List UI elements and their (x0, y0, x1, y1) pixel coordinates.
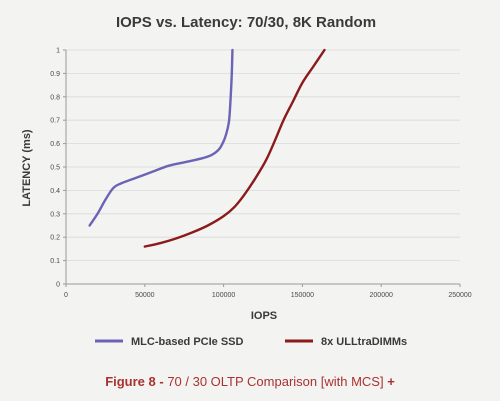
gridlines (66, 49, 460, 262)
x-tick-label: 250000 (448, 292, 471, 299)
y-tick-label: 0.7 (50, 118, 60, 125)
x-tick-label: 50000 (135, 292, 155, 299)
y-tick-label: 0.5 (50, 165, 60, 172)
y-tick-label: 0.9 (50, 71, 60, 78)
y-tick-label: 0.6 (50, 141, 60, 148)
chart-title: IOPS vs. Latency: 70/30, 8K Random (116, 14, 376, 31)
y-tick-label: 0.3 (50, 211, 60, 218)
series-line-1 (88, 48, 234, 227)
legend-label-1: MLC-based PCIe SSD (131, 336, 244, 348)
x-tick-label: 0 (64, 292, 68, 299)
y-axis-title: LATENCY (ms) (21, 129, 33, 207)
legend-label-2: 8x ULLtraDIMMs (321, 336, 407, 348)
tick-labels: 0 0.1 0.2 0.3 0.4 0.5 0.6 0.7 0.8 0.9 1 0 50000 10000… (50, 48, 472, 300)
y-tick-label: 1 (56, 48, 60, 55)
figure-caption-text: 70 / 30 OLTP Comparison [with MCS] (163, 374, 388, 389)
figure-number: Figure 8 - (105, 374, 164, 389)
axes (63, 49, 461, 287)
series-lines (88, 48, 326, 248)
series-line-2 (143, 48, 326, 248)
y-tick-label: 0.1 (50, 258, 60, 265)
x-tick-label: 150000 (291, 292, 314, 299)
x-tick-label: 200000 (370, 292, 393, 299)
y-tick-label: 0 (56, 282, 60, 289)
y-tick-label: 0.4 (50, 188, 60, 195)
figure-caption: Figure 8 - 70 / 30 OLTP Comparison [with… (0, 374, 500, 389)
expand-plus-icon[interactable]: + (387, 374, 395, 389)
y-tick-label: 0.8 (50, 94, 60, 101)
y-tick-label: 0.2 (50, 235, 60, 242)
x-tick-label: 100000 (212, 292, 235, 299)
x-axis-title: IOPS (251, 310, 277, 322)
legend: MLC-based PCIe SSD 8x ULLtraDIMMs (95, 336, 407, 348)
